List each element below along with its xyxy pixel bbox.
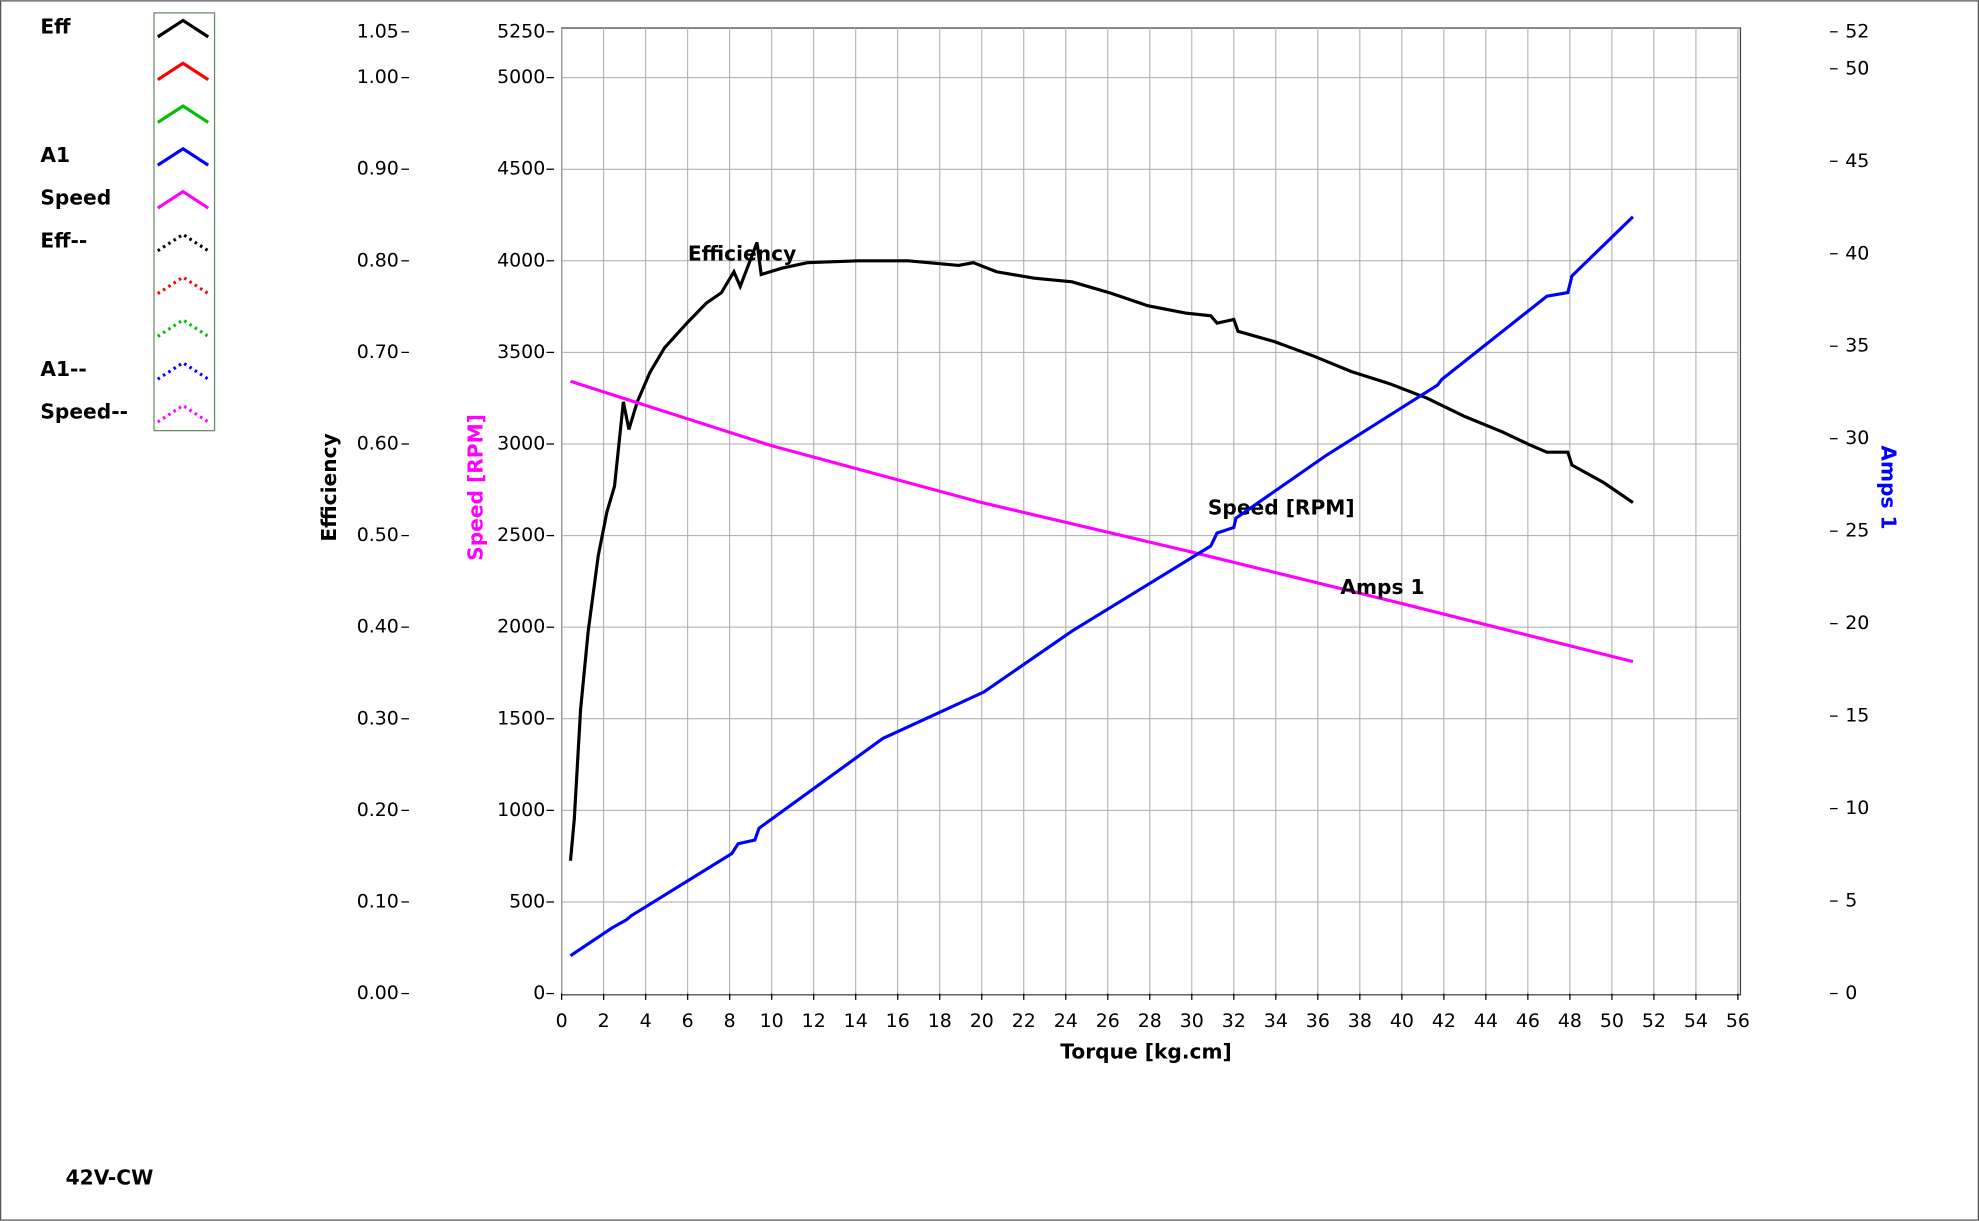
legend-swatch	[156, 18, 210, 39]
x-tick-label: 48	[1558, 1010, 1582, 1032]
x-tick-label: 12	[802, 1010, 826, 1032]
x-axis-label: Torque [kg.cm]	[1060, 1039, 1231, 1063]
y-tick-label: 3000	[497, 432, 545, 454]
x-tick-label: 18	[928, 1010, 952, 1032]
y-tick-label: 4000	[497, 249, 545, 271]
annotation: Speed [RPM]	[1208, 495, 1355, 519]
y-tick-label: 2000	[497, 616, 545, 638]
y-tick-label: 25	[1845, 520, 1869, 542]
y-tick-label: 40	[1845, 242, 1869, 264]
y-tick-label: 2500	[497, 524, 545, 546]
y-tick-label: 0.20	[357, 799, 399, 821]
line	[569, 379, 1634, 664]
x-tick-label: 26	[1096, 1010, 1120, 1032]
x-tick-label: 40	[1390, 1010, 1414, 1032]
y-tick-label: 5000	[497, 66, 545, 88]
y-tick-label: 20	[1845, 612, 1869, 634]
y-tick-label: 0.00	[357, 982, 399, 1004]
legend-swatch	[156, 318, 210, 338]
y-tick-label: 1500	[497, 707, 545, 729]
x-tick-label: 28	[1138, 1010, 1162, 1032]
y-tick-label: 35	[1845, 335, 1869, 357]
y-tick-label: 1.00	[357, 66, 399, 88]
x-tick-label: 20	[970, 1010, 994, 1032]
legend-swatch	[156, 189, 210, 210]
x-tick-label: 22	[1012, 1010, 1036, 1032]
x-tick-label: 16	[886, 1010, 910, 1032]
y-tick-label: 45	[1845, 150, 1869, 172]
y-tick-label: 5	[1845, 890, 1857, 912]
x-tick-label: 56	[1726, 1010, 1750, 1032]
x-tick-label: 4	[640, 1010, 652, 1032]
legend-label: Eff--	[40, 228, 87, 252]
x-tick-label: 42	[1432, 1010, 1456, 1032]
x-tick-label: 54	[1684, 1010, 1708, 1032]
annotation: Efficiency	[688, 242, 796, 266]
x-tick-label: 52	[1642, 1010, 1666, 1032]
y-tick-label: 1000	[497, 799, 545, 821]
x-tick-label: 0	[556, 1010, 568, 1032]
y-tick-label: 10	[1845, 797, 1869, 819]
y-tick-label: 0.10	[357, 890, 399, 912]
legend-swatch	[156, 232, 210, 253]
y-tick-label: 50	[1845, 57, 1869, 79]
y-tick-label: 0.50	[357, 524, 399, 546]
y-axis-label: Speed [RPM]	[464, 414, 488, 561]
y-tick-label: 0.60	[357, 432, 399, 454]
legend-label: A1--	[40, 357, 86, 381]
legend-swatch	[156, 104, 210, 124]
y-tick-label: 5250	[497, 20, 545, 42]
plot-area	[561, 27, 1742, 996]
legend-box	[153, 12, 216, 432]
x-tick-label: 8	[724, 1010, 736, 1032]
y-tick-label: 0.30	[357, 707, 399, 729]
x-tick-label: 38	[1348, 1010, 1372, 1032]
line	[568, 241, 1634, 861]
y-tick-label: 52	[1845, 20, 1869, 42]
x-tick-label: 34	[1264, 1010, 1288, 1032]
annotation: Amps 1	[1340, 575, 1424, 599]
x-tick-label: 24	[1054, 1010, 1078, 1032]
y-tick-label: 1.05	[357, 20, 399, 42]
legend-swatch	[156, 275, 210, 295]
line	[569, 215, 1635, 958]
footer: 42V-CW	[66, 1166, 154, 1190]
x-tick-label: 50	[1600, 1010, 1624, 1032]
y-tick-label: 0	[1845, 982, 1857, 1004]
legend-swatch	[156, 403, 210, 424]
legend-swatch	[156, 61, 210, 81]
legend-swatch	[156, 146, 210, 167]
x-tick-label: 32	[1222, 1010, 1246, 1032]
x-tick-label: 6	[682, 1010, 694, 1032]
x-tick-label: 36	[1306, 1010, 1330, 1032]
y-tick-label: 0.40	[357, 616, 399, 638]
y-tick-label: 0.70	[357, 341, 399, 363]
x-tick-label: 46	[1516, 1010, 1540, 1032]
y-axis-label: Efficiency	[317, 433, 341, 541]
legend-label: Speed--	[40, 400, 128, 424]
legend-swatch	[156, 360, 210, 381]
y-tick-label: 500	[509, 890, 545, 912]
y-axis-label: Amps 1	[1876, 445, 1900, 529]
legend-label: A1	[40, 143, 70, 167]
y-tick-label: 0	[533, 982, 545, 1004]
y-tick-label: 0.90	[357, 158, 399, 180]
x-tick-label: 44	[1474, 1010, 1498, 1032]
y-tick-label: 15	[1845, 705, 1869, 727]
x-tick-label: 30	[1180, 1010, 1204, 1032]
y-tick-label: 3500	[497, 341, 545, 363]
x-tick-label: 10	[760, 1010, 784, 1032]
x-tick-label: 2	[598, 1010, 610, 1032]
x-tick-label: 14	[844, 1010, 868, 1032]
y-tick-label: 4500	[497, 158, 545, 180]
legend-label: Speed	[40, 186, 111, 210]
legend-label: Eff	[40, 15, 71, 39]
y-tick-label: 0.80	[357, 249, 399, 271]
y-tick-label: 30	[1845, 427, 1869, 449]
